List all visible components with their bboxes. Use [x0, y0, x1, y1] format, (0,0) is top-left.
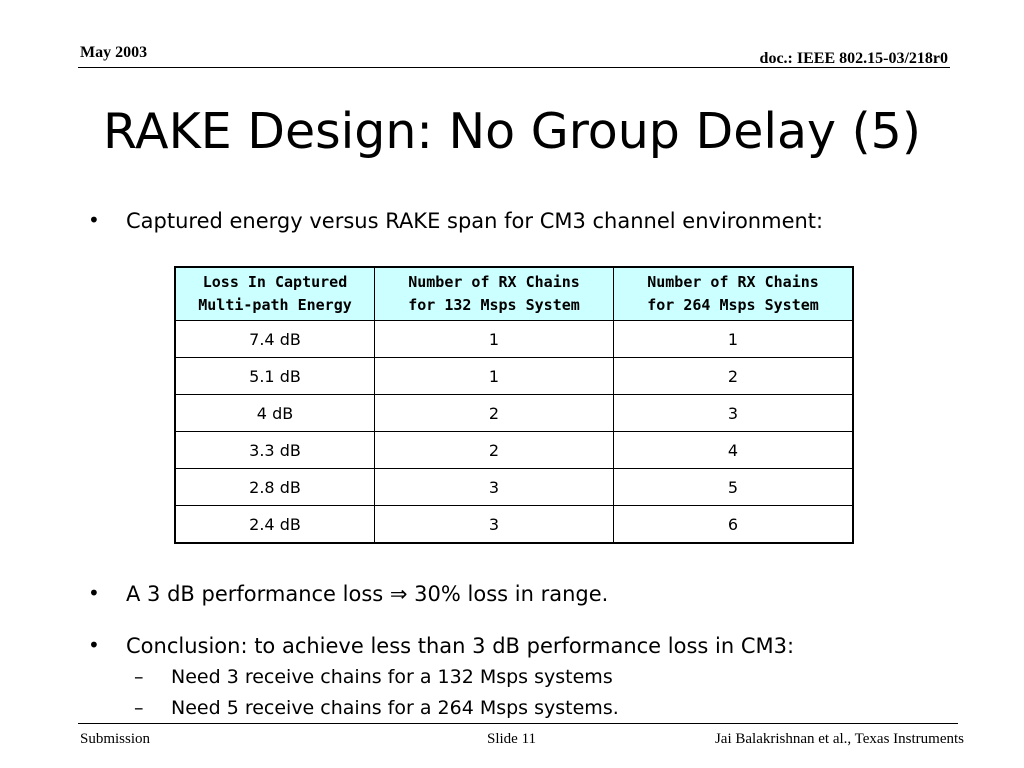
header-line: Number of RX Chains — [408, 273, 580, 291]
header-date: May 2003 — [80, 44, 148, 61]
table-cell: 2 — [374, 431, 614, 469]
bullet-text: Conclusion: to achieve less than 3 dB pe… — [126, 634, 795, 658]
footer-left: Submission — [80, 731, 151, 747]
bullet-text: Captured energy versus RAKE span for CM3… — [126, 209, 824, 233]
sub-bullet-marker: – — [134, 666, 144, 688]
table-cell: 2 — [613, 357, 854, 395]
table-cell: 3 — [374, 468, 614, 506]
sub-bullet-marker: – — [134, 697, 144, 719]
table-cell: 2 — [374, 394, 614, 432]
table-cell: 3.3 dB — [174, 431, 375, 469]
table-cell: 5.1 dB — [174, 357, 375, 395]
column-header: Number of RX Chains for 132 Msps System — [374, 266, 614, 321]
table-cell: 1 — [613, 320, 854, 358]
bullet-marker: • — [88, 581, 100, 605]
header-rule — [78, 67, 950, 68]
bullet-text: A 3 dB performance loss ⇒ 30% loss in ra… — [126, 582, 609, 606]
footer-slide-number: Slide 11 — [487, 731, 537, 747]
header-doc-id: doc.: IEEE 802.15-03/218r0 — [759, 50, 948, 67]
table-row: 2.4 dB 3 6 — [174, 505, 854, 544]
sub-bullet-text: Need 3 receive chains for a 132 Msps sys… — [171, 666, 613, 688]
table-row: 2.8 dB 3 5 — [174, 468, 854, 506]
header-line: Number of RX Chains — [647, 273, 819, 291]
table-cell: 3 — [374, 505, 614, 544]
footer-right: Jai Balakrishnan et al., Texas Instrumen… — [714, 731, 964, 747]
table-cell: 7.4 dB — [174, 320, 375, 358]
table-cell: 1 — [374, 357, 614, 395]
table-cell: 4 — [613, 431, 854, 469]
table-row: 5.1 dB 1 2 — [174, 357, 854, 395]
header-line: for 264 Msps System — [647, 296, 819, 314]
table-row: 4 dB 2 3 — [174, 394, 854, 432]
table-header-row: Loss In Captured Multi-path Energy Numbe… — [174, 266, 854, 321]
table-cell: 2.8 dB — [174, 468, 375, 506]
footer-rule — [78, 723, 958, 724]
bullet-marker: • — [88, 633, 100, 657]
slide-title: RAKE Design: No Group Delay (5) — [103, 103, 921, 160]
table-cell: 1 — [374, 320, 614, 358]
bullet-marker: • — [88, 208, 100, 232]
table-row: 3.3 dB 2 4 — [174, 431, 854, 469]
column-header: Number of RX Chains for 264 Msps System — [613, 266, 854, 321]
table-cell: 5 — [613, 468, 854, 506]
header-line: Multi-path Energy — [198, 296, 352, 314]
table-row: 7.4 dB 1 1 — [174, 320, 854, 358]
sub-bullet-text: Need 5 receive chains for a 264 Msps sys… — [171, 697, 619, 719]
table-cell: 4 dB — [174, 394, 375, 432]
rake-energy-table: Loss In Captured Multi-path Energy Numbe… — [174, 266, 854, 544]
table-cell: 2.4 dB — [174, 505, 375, 544]
column-header: Loss In Captured Multi-path Energy — [174, 266, 375, 321]
header-line: for 132 Msps System — [408, 296, 580, 314]
table-cell: 3 — [613, 394, 854, 432]
table-cell: 6 — [613, 505, 854, 544]
header-line: Loss In Captured — [202, 273, 348, 291]
